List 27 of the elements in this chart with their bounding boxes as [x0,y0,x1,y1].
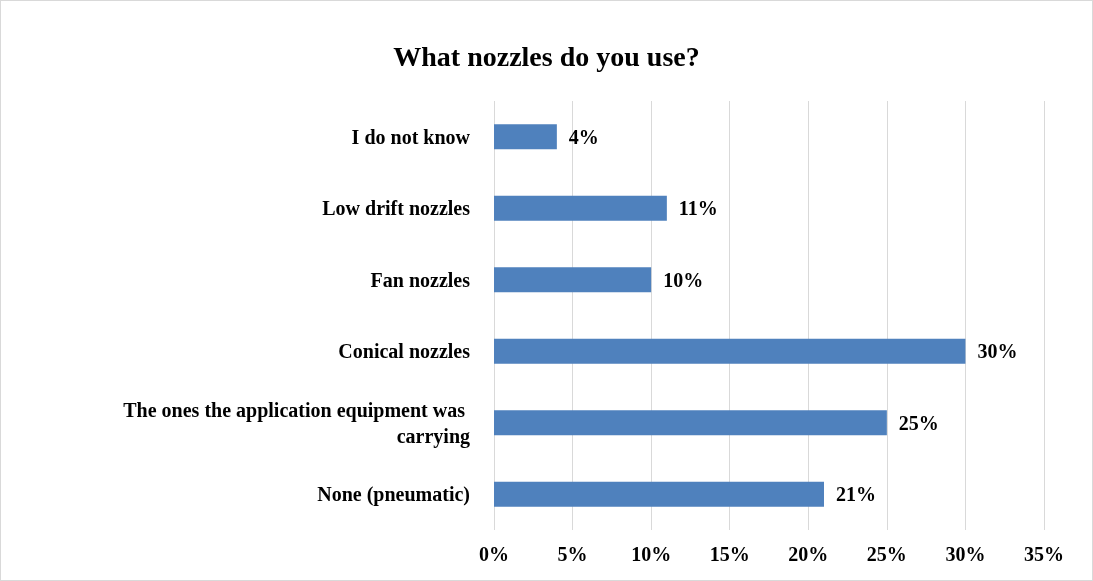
bar [494,481,824,507]
y-tick-label: Conical nozzles [338,340,471,363]
y-tick-label: Low drift nozzles [322,197,471,220]
data-label: 10% [663,268,704,291]
x-tick-label: 15% [709,543,750,565]
bar [494,124,557,150]
y-tick-label: Fan nozzles [370,268,471,291]
x-tick-label: 0% [479,543,509,565]
chart-title: What nozzles do you use? [393,40,700,72]
x-tick-label: 5% [557,543,588,565]
data-label: 21% [836,483,876,506]
x-tick-label: 35% [1024,543,1064,565]
bar [494,267,652,293]
x-tick-label: 20% [788,543,829,565]
bar [494,410,887,436]
y-tick-label: I do not know [351,125,471,148]
y-tick-label: None (pneumatic) [317,483,470,507]
y-tick-label: The ones the application equipment was carrying [123,398,470,448]
bar [494,338,966,364]
data-label: 25% [898,411,939,434]
x-tick-label: 30% [945,543,986,565]
data-label: 30% [977,340,1018,363]
bar [494,195,667,221]
data-label: 11% [678,197,718,220]
x-tick-label: 10% [631,543,672,565]
data-label: 4% [568,125,599,148]
x-tick-label: 25% [866,543,907,565]
